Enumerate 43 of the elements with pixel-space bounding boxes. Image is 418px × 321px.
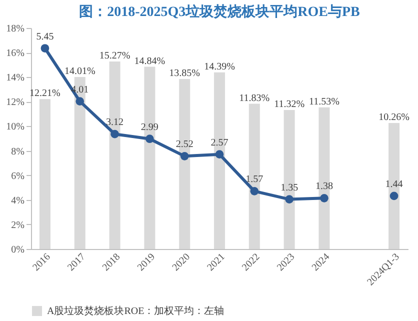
data-label: 11.53%: [308, 96, 340, 108]
y-tick-label: 0%: [11, 244, 24, 256]
y-tick-label: 18%: [6, 24, 24, 34]
point: [40, 44, 50, 52]
y-tick-label: 14%: [6, 72, 24, 84]
point: [320, 194, 328, 202]
data-label: 14.01%: [64, 66, 96, 77]
data-label: 1.57: [246, 174, 264, 186]
y-tick-label: 12%: [6, 97, 24, 108]
point: [250, 186, 259, 196]
data-label: 3.12: [106, 117, 124, 128]
data-label: 1.44: [385, 178, 403, 190]
x-tick-label: 2021: [205, 252, 228, 274]
data-label: 2.57: [210, 137, 228, 148]
point: [180, 152, 189, 160]
y-tick-label: 8%: [11, 146, 24, 158]
data-label: 15.27%: [99, 50, 130, 62]
data-label: 14.84%: [134, 56, 166, 67]
data-label: 14.39%: [204, 61, 235, 72]
data-label: 5.45: [36, 31, 54, 42]
point: [215, 150, 224, 159]
point: [390, 192, 398, 200]
data-label: 2.99: [140, 122, 158, 133]
data-label: 1.38: [315, 181, 333, 192]
y-tick-label: 4%: [11, 195, 24, 206]
legend-label: A股垃圾焚烧板块ROE：加权平均：左轴: [47, 305, 224, 317]
data-label: 11.83%: [239, 92, 270, 104]
data-label: 1.35: [280, 182, 298, 194]
data-label: 10.26%: [378, 112, 410, 124]
point: [110, 130, 119, 138]
bar: [39, 99, 50, 249]
data-label: 2.52: [176, 139, 194, 150]
y-tick-label: 16%: [6, 48, 24, 60]
y-tick-label: 10%: [6, 122, 24, 133]
y-tick-label: 6%: [11, 170, 24, 182]
point: [285, 195, 294, 204]
chart-title: 图：2018-2025Q3垃圾焚烧板块平均ROE与PB: [79, 4, 360, 20]
point: [146, 134, 154, 144]
data-label: 13.85%: [169, 68, 200, 79]
y-tick-label: 2%: [11, 220, 24, 231]
data-label: 12.21%: [30, 88, 60, 100]
data-label: 11.32%: [274, 99, 305, 110]
point: [76, 97, 84, 106]
